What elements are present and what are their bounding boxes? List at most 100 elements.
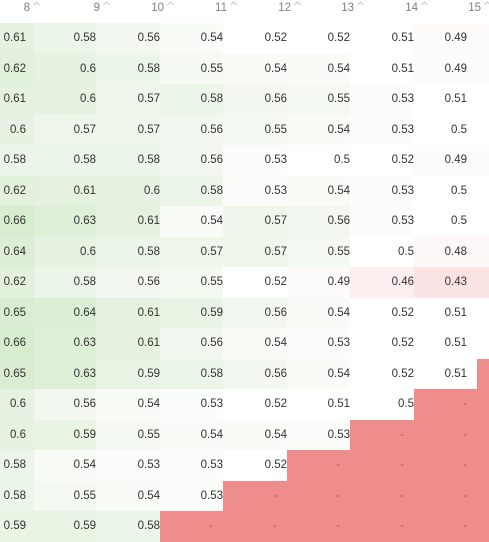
- column-header-13[interactable]: 13: [287, 0, 364, 20]
- value-cell: 0.54: [96, 480, 160, 511]
- value-cell: 0.58: [34, 145, 96, 176]
- value-cell: 0.54: [223, 419, 287, 450]
- value-cell: 0.57: [160, 236, 223, 267]
- missing-cell: -: [414, 511, 489, 542]
- value-cell: 0.54: [223, 53, 287, 84]
- value-cell: 0.57: [223, 206, 287, 237]
- sort-caret-icon[interactable]: [230, 0, 237, 10]
- value-cell: 0.59: [96, 358, 160, 389]
- value-cell: 0.55: [160, 267, 223, 298]
- value-cell: 0.61: [96, 328, 160, 359]
- table-row: 0.65 0.63 0.59 0.58 0.56 0.54 0.52 0.51: [0, 358, 489, 389]
- sort-caret-icon[interactable]: [294, 0, 301, 10]
- value-cell: 0.62: [0, 175, 34, 206]
- value-cell: 0.53: [287, 419, 350, 450]
- value-cell: 0.5: [414, 175, 489, 206]
- value-cell: 0.51: [414, 328, 489, 359]
- column-header-10[interactable]: 10: [96, 0, 174, 20]
- sort-caret-icon[interactable]: [167, 0, 174, 10]
- value-cell: 0.48: [414, 236, 489, 267]
- value-cell: 0.57: [34, 114, 96, 145]
- column-header-label: 15: [468, 2, 481, 14]
- column-header-label: 14: [405, 2, 418, 14]
- value-cell: 0.55: [223, 114, 287, 145]
- value-cell: 0.54: [34, 450, 96, 481]
- value-cell: 0.58: [34, 23, 96, 54]
- column-header-8[interactable]: 8: [0, 0, 40, 20]
- missing-cell: -: [160, 511, 223, 542]
- sort-caret-icon[interactable]: [484, 0, 489, 10]
- value-cell: 0.52: [350, 328, 414, 359]
- value-cell: 0.6: [0, 419, 34, 450]
- value-cell: 0.62: [0, 53, 34, 84]
- value-cell: 0.51: [350, 23, 414, 54]
- column-header-label: 10: [151, 2, 164, 14]
- column-header-9[interactable]: 9: [34, 0, 110, 20]
- value-cell: 0.63: [34, 328, 96, 359]
- value-cell: 0.54: [160, 419, 223, 450]
- value-cell: 0.66: [0, 206, 34, 237]
- value-cell: 0.59: [34, 511, 96, 542]
- table-row: 0.58 0.54 0.53 0.53 0.52- - -: [0, 450, 489, 481]
- value-cell: 0.6: [0, 389, 34, 420]
- value-cell: 0.59: [34, 419, 96, 450]
- sort-caret-icon[interactable]: [421, 0, 428, 10]
- value-cell: 0.58: [160, 175, 223, 206]
- value-cell: 0.54: [160, 23, 223, 54]
- column-header-15[interactable]: 15: [414, 0, 489, 20]
- value-cell: 0.49: [414, 145, 489, 176]
- table-row: 0.62 0.61 0.6 0.58 0.53 0.54 0.53 0.5: [0, 175, 489, 206]
- column-header-label: 12: [278, 2, 291, 14]
- value-cell: 0.51: [414, 297, 489, 328]
- table-row: 0.6 0.56 0.54 0.53 0.52 0.51 0.5-: [0, 389, 489, 420]
- value-cell: 0.46: [350, 267, 414, 298]
- value-cell: 0.55: [287, 236, 350, 267]
- column-header-14[interactable]: 14: [350, 0, 428, 20]
- value-cell: 0.53: [160, 389, 223, 420]
- value-cell: 0.54: [287, 297, 350, 328]
- missing-cell: -: [414, 389, 489, 420]
- value-cell: 0.65: [0, 358, 34, 389]
- value-cell: 0.51: [414, 358, 489, 389]
- sort-caret-icon[interactable]: [33, 0, 40, 10]
- missing-cell: -: [414, 450, 489, 481]
- value-cell: 0.53: [350, 175, 414, 206]
- value-cell: 0.54: [223, 328, 287, 359]
- missing-cell: -: [414, 419, 489, 450]
- table-row: 0.66 0.63 0.61 0.56 0.54 0.53 0.52 0.51: [0, 328, 489, 359]
- column-header-label: 8: [23, 2, 30, 14]
- value-cell: 0.61: [0, 23, 34, 54]
- value-cell: 0.6: [0, 114, 34, 145]
- value-cell: 0.55: [96, 419, 160, 450]
- sort-caret-icon[interactable]: [103, 0, 110, 10]
- value-cell: 0.54: [287, 175, 350, 206]
- column-header-12[interactable]: 12: [223, 0, 301, 20]
- sort-caret-icon[interactable]: [357, 0, 364, 10]
- missing-cell: -: [350, 480, 414, 511]
- missing-cell: -: [287, 450, 350, 481]
- value-cell: 0.65: [0, 297, 34, 328]
- table-row: 0.58 0.58 0.58 0.56 0.53 0.5 0.52 0.49: [0, 145, 489, 176]
- column-header-11[interactable]: 11: [160, 0, 237, 20]
- value-cell: 0.56: [96, 267, 160, 298]
- value-cell: 0.58: [0, 480, 34, 511]
- column-header-label: 13: [341, 2, 354, 14]
- value-cell: 0.64: [0, 236, 34, 267]
- value-cell: 0.6: [34, 84, 96, 115]
- table-row: 0.64 0.6 0.58 0.57 0.57 0.55 0.5 0.48: [0, 236, 489, 267]
- value-cell: 0.43: [414, 267, 489, 298]
- value-cell: 0.58: [96, 236, 160, 267]
- value-cell: 0.54: [160, 206, 223, 237]
- table-row: 0.62 0.58 0.56 0.55 0.52 0.49 0.46 0.43: [0, 267, 489, 298]
- column-header-label: 11: [215, 2, 227, 14]
- value-cell: 0.55: [34, 480, 96, 511]
- value-cell: 0.56: [160, 114, 223, 145]
- value-cell: 0.58: [96, 511, 160, 542]
- value-cell: 0.57: [223, 236, 287, 267]
- value-cell: 0.52: [350, 297, 414, 328]
- value-cell: 0.53: [223, 145, 287, 176]
- value-cell: 0.52: [223, 450, 287, 481]
- value-cell: 0.58: [160, 84, 223, 115]
- missing-cell: -: [287, 480, 350, 511]
- value-cell: 0.53: [223, 175, 287, 206]
